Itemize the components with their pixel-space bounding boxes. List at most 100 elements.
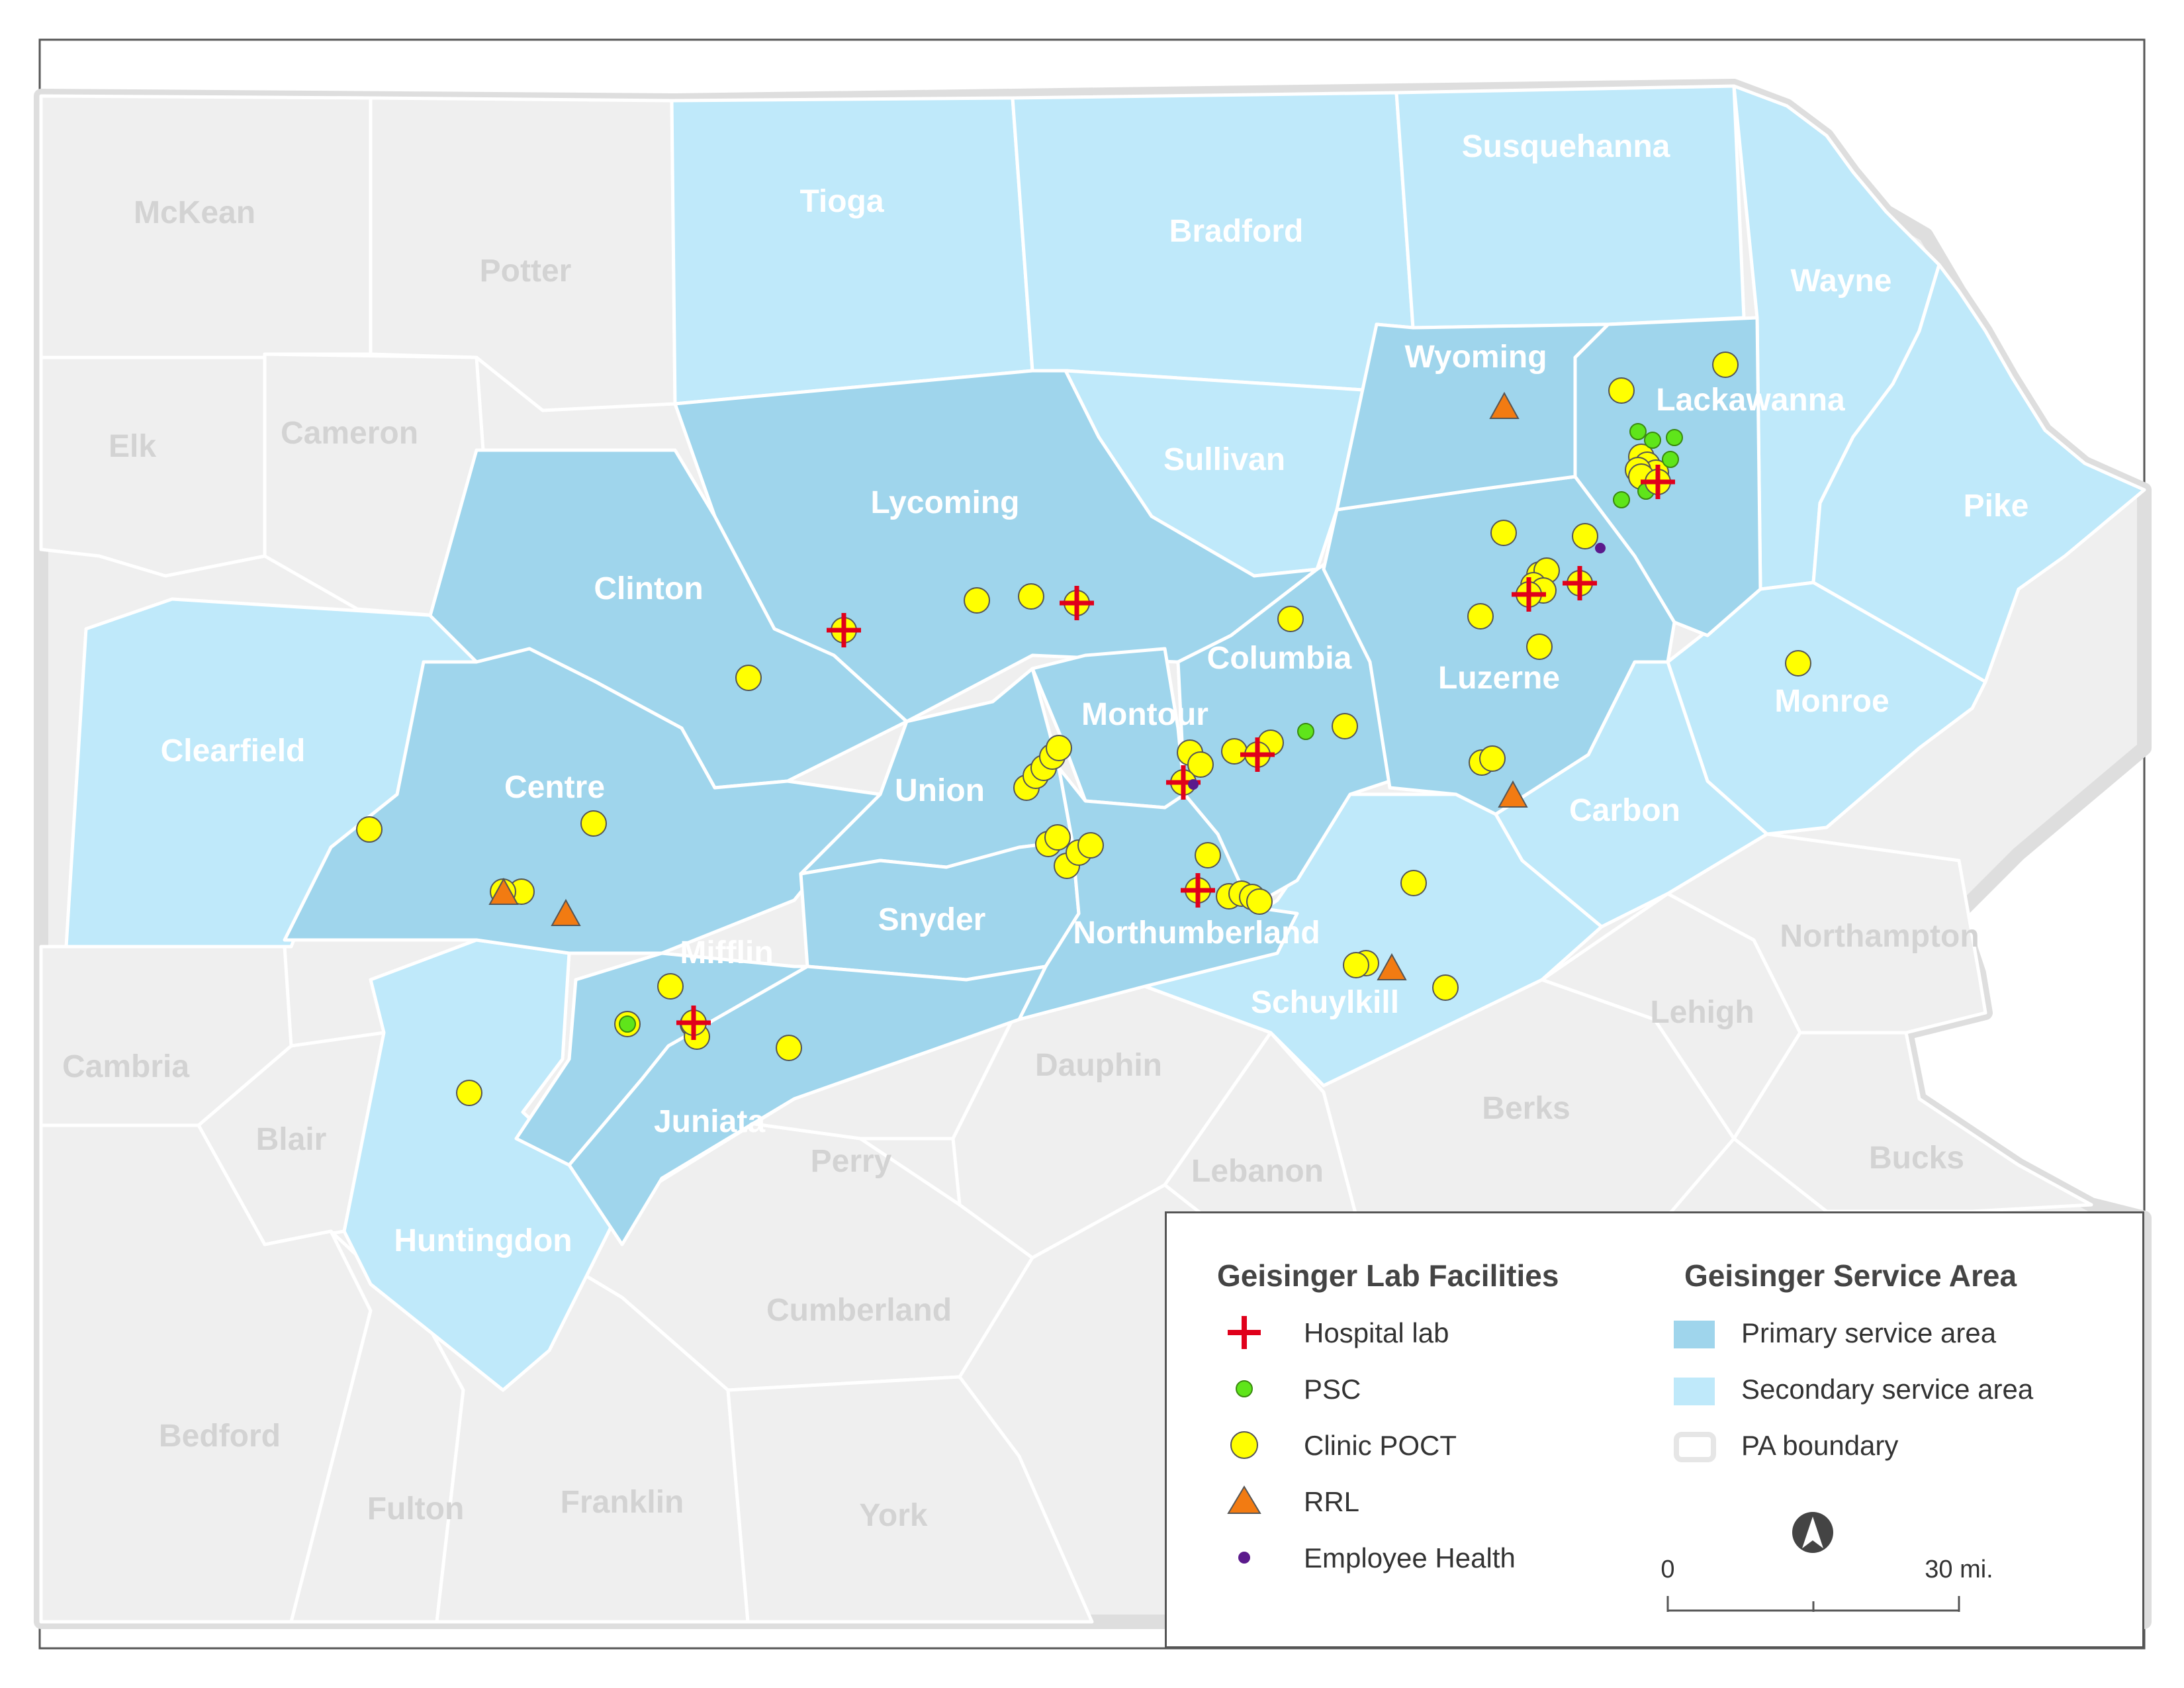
county-label-york: York (859, 1498, 927, 1533)
hospital-lab-marker (1240, 737, 1275, 772)
purple-dot-icon (1238, 1552, 1250, 1564)
employee-health-marker (1188, 779, 1199, 790)
county-label-lycoming: Lycoming (871, 485, 1020, 520)
county-label-northampton: Northampton (1780, 919, 1979, 954)
psc-marker (1613, 491, 1630, 508)
legend-item-hospital-lab: Hospital lab (1304, 1317, 1449, 1348)
rrl-marker (1377, 953, 1407, 980)
psc-marker (1666, 429, 1683, 446)
county-label-dauphin: Dauphin (1035, 1048, 1162, 1083)
county-label-monroe: Monroe (1774, 684, 1889, 719)
county-label-bucks: Bucks (1869, 1141, 1964, 1176)
county-york (726, 1375, 1094, 1624)
county-label-columbia: Columbia (1207, 641, 1352, 676)
county-label-fulton: Fulton (367, 1491, 465, 1526)
county-label-wyoming: Wyoming (1404, 340, 1547, 375)
legend-panel: Geisinger Lab Facilities Hospital lab PS… (1165, 1211, 2144, 1648)
county-label-pike: Pike (1964, 489, 2029, 524)
county-label-tioga: Tioga (799, 184, 884, 219)
clinic-poct-marker (735, 665, 762, 691)
clinic-poct-marker (1018, 583, 1044, 610)
hospital-lab-marker (1563, 566, 1597, 600)
facility-markers (356, 352, 1811, 1106)
county-label-mckean: McKean (134, 195, 255, 230)
county-label-lackawanna: Lackawanna (1656, 383, 1845, 418)
hospital-lab-marker (1512, 577, 1546, 612)
clinic-poct-marker (1246, 888, 1273, 915)
clinic-poct-marker (1432, 974, 1459, 1001)
legend-service-title: Geisinger Service Area (1684, 1258, 2017, 1293)
county-label-wayne: Wayne (1791, 263, 1892, 299)
clinic-poct-marker (1046, 735, 1072, 761)
county-label-union: Union (895, 773, 985, 808)
county-label-schuylkill: Schuylkill (1251, 985, 1399, 1020)
clinic-poct-marker (356, 816, 383, 843)
county-label-franklin: Franklin (561, 1485, 684, 1520)
clinic-poct-marker (1479, 745, 1506, 772)
legend-item-employee-health: Employee Health (1304, 1542, 1516, 1573)
county-label-clearfield: Clearfield (161, 733, 306, 769)
clinic-poct-marker (1277, 606, 1304, 632)
county-label-potter: Potter (480, 254, 572, 289)
county-tioga (670, 96, 1034, 406)
secondary-counties (64, 84, 2146, 1392)
clinic-poct-marker (1044, 824, 1071, 851)
legend-item-rrl: RRL (1304, 1486, 1359, 1517)
county-label-juniata: Juniata (654, 1104, 765, 1139)
clinic-poct-marker (1187, 751, 1214, 778)
scale-start-label: 0 (1661, 1556, 1674, 1583)
legend-item-psc: PSC (1304, 1374, 1361, 1405)
legend-item-pa-boundary: PA boundary (1741, 1430, 1898, 1461)
green-dot-icon (1236, 1380, 1253, 1397)
county-label-elk: Elk (109, 429, 156, 464)
clinic-poct-marker (456, 1080, 482, 1106)
clinic-poct-marker (657, 973, 684, 1000)
clinic-poct-marker (580, 810, 607, 837)
hospital-lab-marker (1181, 873, 1215, 908)
psc-marker (619, 1015, 636, 1033)
scale-bar (1666, 1596, 1960, 1612)
clinic-poct-marker (1490, 520, 1517, 546)
clinic-poct-marker (1400, 870, 1427, 896)
clinic-poct-marker (1572, 523, 1598, 549)
county-labels: Lycoming Clinton Centre Union Snyder Montour C… (62, 129, 2028, 1533)
county-label-susquehanna: Susquehanna (1462, 129, 1670, 164)
yellow-circle-icon (1230, 1431, 1258, 1459)
rrl-marker (488, 877, 519, 905)
county-northumberland (1017, 766, 1299, 1021)
county-label-centre: Centre (504, 770, 605, 805)
clinic-poct-marker (1195, 842, 1221, 868)
rrl-marker (1489, 391, 1520, 419)
county-label-lebanon: Lebanon (1191, 1154, 1324, 1189)
county-label-cumberland: Cumberland (766, 1293, 952, 1328)
scale-end-label: 30 mi. (1925, 1556, 1993, 1583)
hospital-lab-marker (827, 613, 861, 647)
legend-facilities-title: Geisinger Lab Facilities (1217, 1258, 1559, 1293)
county-label-sullivan: Sullivan (1163, 442, 1285, 477)
county-label-clinton: Clinton (594, 571, 703, 606)
swatch-secondary-area (1674, 1378, 1715, 1405)
county-label-lehigh: Lehigh (1650, 995, 1754, 1030)
psc-marker (1297, 723, 1314, 740)
county-label-blair: Blair (256, 1122, 327, 1157)
county-label-cambria: Cambria (62, 1049, 189, 1084)
rrl-marker (1498, 780, 1528, 808)
orange-triangle-icon (1227, 1485, 1261, 1514)
county-label-carbon: Carbon (1569, 793, 1680, 828)
clinic-poct-marker (1467, 603, 1494, 630)
legend-item-clinic-poct: Clinic POCT (1304, 1430, 1457, 1461)
county-label-luzerne: Luzerne (1438, 661, 1560, 696)
psc-marker (1644, 432, 1661, 449)
red-cross-icon (1228, 1316, 1261, 1349)
hospital-lab-marker (1641, 465, 1675, 499)
county-label-montour: Montour (1081, 697, 1208, 732)
county-label-mifflin: Mifflin (680, 935, 773, 970)
clinic-poct-marker (776, 1035, 802, 1061)
swatch-pa-boundary (1674, 1432, 1716, 1462)
outside-counties (39, 94, 2093, 1624)
county-label-northumberland: Northumberland (1073, 915, 1320, 951)
county-susquehanna (1394, 84, 1746, 330)
hospital-lab-marker (1060, 586, 1094, 620)
county-label-huntingdon: Huntingdon (394, 1223, 572, 1258)
